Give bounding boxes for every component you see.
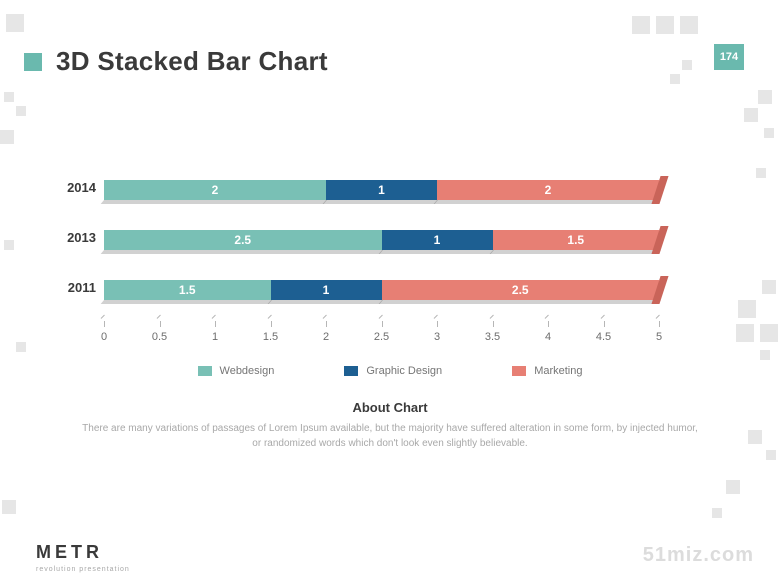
bar-value-label: 1 — [434, 233, 441, 247]
bar-value-label: 2.5 — [234, 233, 251, 247]
bar-row: 2 1 2 — [104, 176, 659, 204]
bar-row: 2.5 1 1.5 — [104, 226, 659, 254]
logo-accent: O — [103, 542, 121, 562]
bar-segment: 2 — [437, 180, 659, 200]
footer-subtitle: revolution presentation — [36, 566, 130, 573]
x-axis-label: 1 — [212, 331, 218, 343]
bar-segment: 2.5 — [104, 230, 382, 250]
bar-segment: 1.5 — [104, 280, 271, 300]
legend-label: Graphic Design — [366, 365, 442, 377]
bar-value-label: 1.5 — [179, 283, 196, 297]
bar-row: 1.5 1 2.5 — [104, 276, 659, 304]
title-accent-icon — [24, 53, 42, 71]
x-axis-label: 0 — [101, 331, 107, 343]
legend-swatch-icon — [512, 366, 526, 376]
about-section: About Chart There are many variations of… — [0, 400, 780, 451]
legend-item: Webdesign — [198, 365, 275, 377]
legend-item: Marketing — [512, 365, 582, 377]
y-axis-label: 2013 — [67, 230, 96, 245]
page-number-badge: 174 — [714, 44, 744, 70]
legend-label: Marketing — [534, 365, 582, 377]
legend-swatch-icon — [344, 366, 358, 376]
stacked-bar-chart: 201420132011 2122.511.51.512.5 00.511.52… — [100, 165, 680, 340]
footer-logo: METRO — [36, 542, 121, 563]
bar-segment: 1 — [271, 280, 382, 300]
bar-value-label: 1 — [378, 183, 385, 197]
about-body: There are many variations of passages of… — [0, 421, 780, 451]
watermark: 51miz.com — [643, 544, 754, 567]
legend-label: Webdesign — [220, 365, 275, 377]
x-axis-label: 4 — [545, 331, 551, 343]
bar-segment: 1 — [382, 230, 493, 250]
legend-item: Graphic Design — [344, 365, 442, 377]
x-axis-label: 5 — [656, 331, 662, 343]
x-axis-label: 0.5 — [152, 331, 167, 343]
y-axis-label: 2011 — [68, 280, 96, 295]
bar-segment: 2.5 — [382, 280, 660, 300]
bar-segment: 1 — [326, 180, 437, 200]
bar-segment: 1.5 — [493, 230, 660, 250]
chart-legend: Webdesign Graphic Design Marketing — [100, 365, 680, 377]
bar-value-label: 2 — [545, 183, 552, 197]
bar-value-label: 2.5 — [512, 283, 529, 297]
about-heading: About Chart — [0, 400, 780, 415]
x-axis-label: 1.5 — [263, 331, 278, 343]
x-axis-label: 2.5 — [374, 331, 389, 343]
bar-value-label: 2 — [212, 183, 219, 197]
legend-swatch-icon — [198, 366, 212, 376]
y-axis-label: 2014 — [67, 180, 96, 195]
logo-main: METR — [36, 542, 103, 562]
x-axis-label: 3 — [434, 331, 440, 343]
slide-title: 3D Stacked Bar Chart — [56, 46, 328, 77]
bar-segment: 2 — [104, 180, 326, 200]
x-axis-label: 4.5 — [596, 331, 611, 343]
x-axis-label: 2 — [323, 331, 329, 343]
page-number: 174 — [720, 51, 738, 63]
x-axis-label: 3.5 — [485, 331, 500, 343]
bar-value-label: 1.5 — [567, 233, 584, 247]
bar-value-label: 1 — [323, 283, 330, 297]
slide-title-row: 3D Stacked Bar Chart — [24, 46, 328, 77]
